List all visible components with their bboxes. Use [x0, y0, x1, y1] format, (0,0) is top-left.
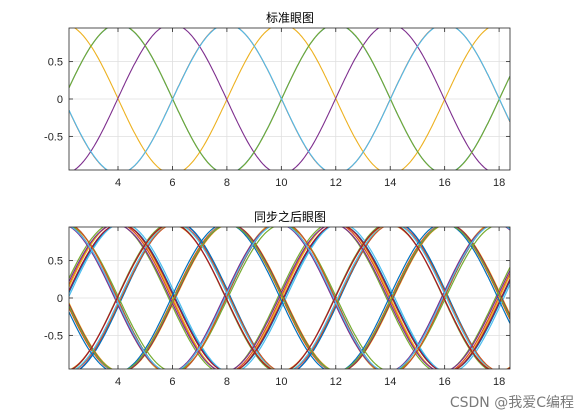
series-line-27 — [71, 227, 510, 369]
y-tick-label: 0 — [57, 94, 63, 106]
y-tick-label: 0.5 — [48, 256, 63, 268]
x-tick-label: 16 — [439, 177, 451, 189]
series-line-25 — [69, 227, 510, 369]
series-line-12 — [69, 227, 510, 369]
series-line-19 — [74, 227, 492, 369]
x-tick-label: 8 — [224, 177, 230, 189]
series-line-4 — [69, 28, 510, 170]
x-tick-label: 8 — [224, 376, 230, 388]
x-tick-label: 10 — [275, 376, 287, 388]
x-tick-label: 18 — [493, 376, 505, 388]
watermark: CSDN @我爱C编程 — [449, 395, 574, 411]
series-line-2 — [73, 28, 510, 170]
x-tick-label: 14 — [384, 177, 396, 189]
y-tick-label: -0.5 — [44, 131, 63, 143]
x-tick-label: 14 — [384, 376, 396, 388]
series-line-24 — [69, 227, 510, 369]
x-tick-label: 12 — [330, 376, 342, 388]
traces — [69, 227, 510, 369]
x-tick-label: 4 — [115, 177, 121, 189]
eye-diagram-synchronized: 同步之后眼图 4 6 8 10 12 14 16 18 -0.5 0 0.5 — [44, 210, 511, 388]
x-tick-label: 4 — [115, 376, 121, 388]
y-tick-label: 0 — [57, 293, 63, 305]
eye-diagram-standard: 标准眼图 4 6 8 10 12 14 16 18 -0.5 0 0.5 — [44, 11, 511, 189]
x-tick-label: 6 — [169, 376, 175, 388]
plot-title: 同步之后眼图 — [254, 210, 326, 224]
plot-title: 标准眼图 — [266, 11, 314, 25]
x-tick-label: 6 — [169, 177, 175, 189]
y-tick-label: -0.5 — [44, 330, 63, 342]
x-tick-label: 16 — [439, 376, 451, 388]
series-line-15 — [75, 227, 494, 369]
series-line-5 — [69, 28, 510, 170]
series-line-21 — [69, 227, 510, 369]
x-tick-label: 12 — [330, 177, 342, 189]
x-tick-label: 18 — [493, 177, 505, 189]
series-line-18 — [71, 227, 510, 369]
series-line-3 — [73, 28, 510, 170]
series-line-8 — [69, 227, 510, 369]
y-tick-label: 0.5 — [48, 57, 63, 69]
traces — [69, 28, 510, 170]
x-tick-label: 10 — [275, 177, 287, 189]
